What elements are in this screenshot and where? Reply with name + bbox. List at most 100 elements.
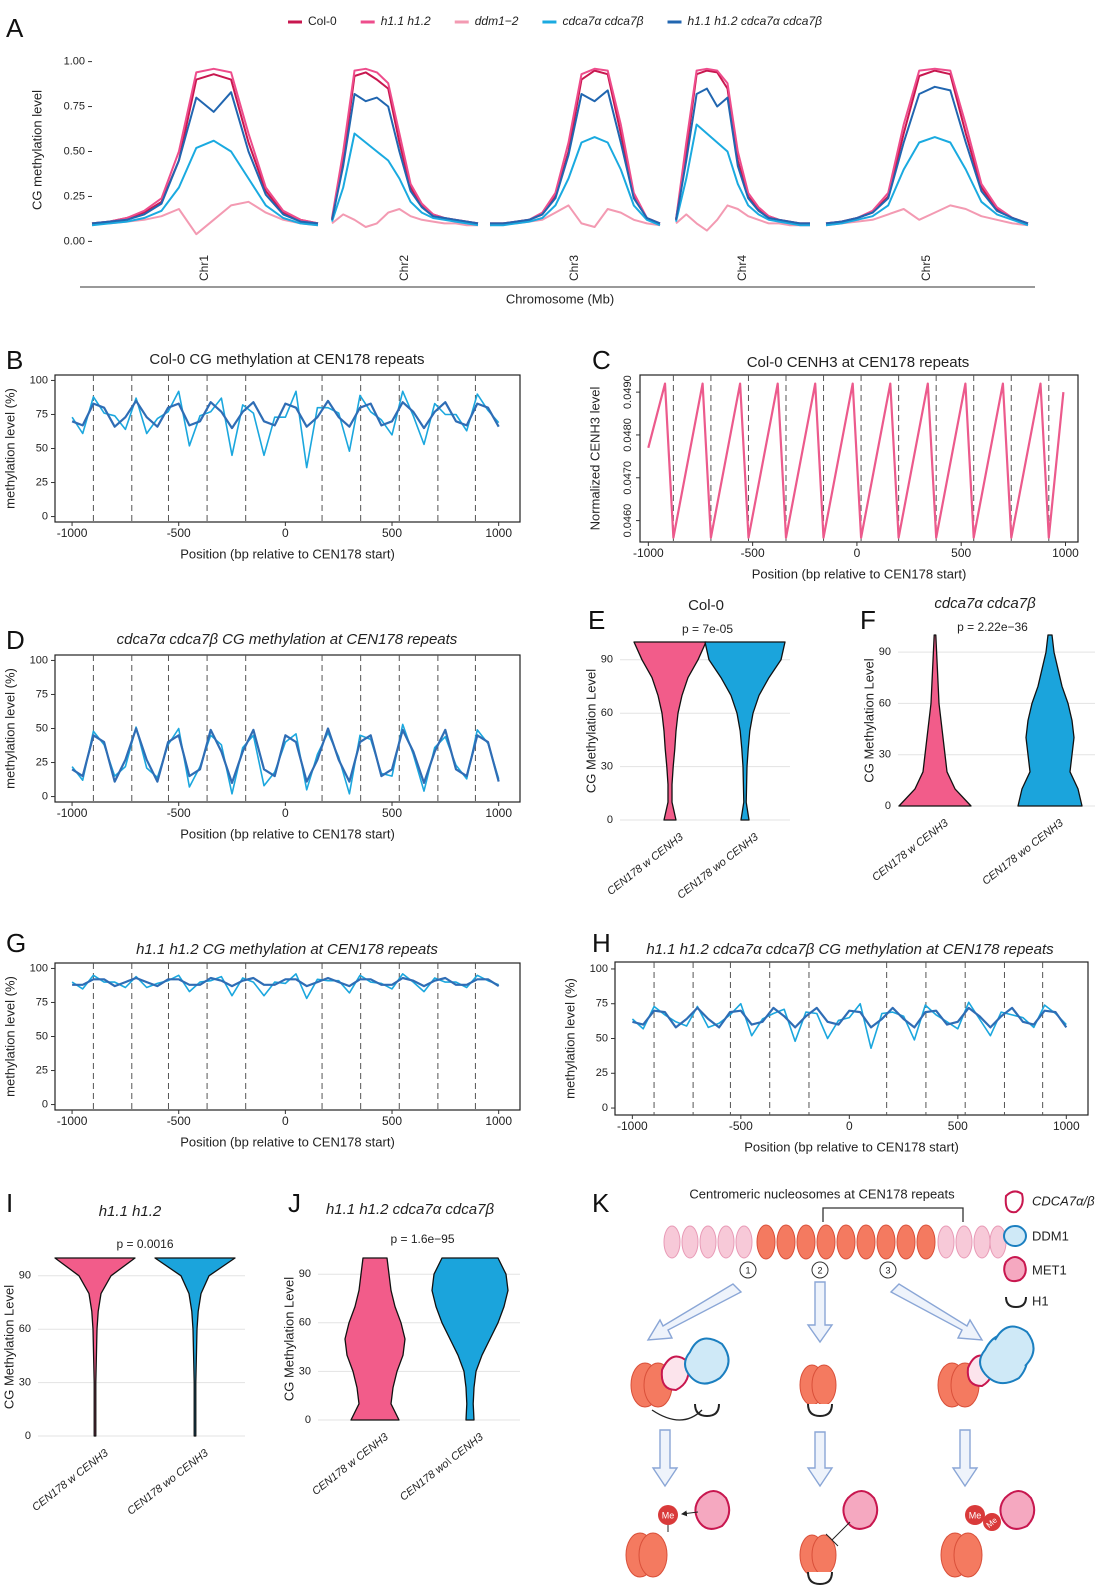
diagram-k: K Centromeric nucleosomes at CEN178 repe… <box>592 1186 1095 1586</box>
p-value: p = 1.6e−95 <box>390 1232 454 1246</box>
line-series <box>331 208 478 228</box>
line-series <box>71 399 500 430</box>
y-axis-label: CG methylation level <box>29 90 44 210</box>
chart-title: h1.1 h1.2 cdca7α cdca7β <box>326 1201 494 1218</box>
chart-title: cdca7α cdca7β <box>934 595 1036 612</box>
y-tick-label: 0 <box>885 800 891 812</box>
x-axis-label: Position (bp relative to CEN178 start) <box>180 826 395 841</box>
y-axis-label: Normalized CENH3 level <box>587 387 602 531</box>
legend-label: ddm1−2 <box>475 14 519 28</box>
panel-letter: D <box>6 625 25 655</box>
panel-letter: H <box>592 928 611 958</box>
y-tick-label: 30 <box>19 1377 31 1389</box>
x-tick-label: -1000 <box>633 546 664 560</box>
line-series <box>675 87 810 225</box>
line-series <box>331 132 479 227</box>
y-tick-label: 90 <box>601 654 613 666</box>
arrows <box>646 1281 984 1488</box>
line-series <box>91 139 319 227</box>
legend-label: h1.1 h1.2 cdca7α cdca7β <box>688 14 823 28</box>
chart-title: h1.1 h1.2 CG methylation at CEN178 repea… <box>136 941 438 958</box>
y-tick-label: 1.00 <box>64 56 85 68</box>
y-tick-label: 75 <box>36 408 48 420</box>
legend-label: CDCA7α/β <box>1032 1193 1095 1208</box>
y-tick-label: 100 <box>30 374 48 386</box>
x-tick-label: 500 <box>951 546 971 560</box>
y-tick-label: 25 <box>36 756 48 768</box>
x-tick-label: 0 <box>282 1114 289 1128</box>
y-tick-label: 50 <box>36 722 48 734</box>
legend-label: DDM1 <box>1032 1228 1069 1243</box>
y-tick-label: 90 <box>299 1268 311 1280</box>
x-tick-label: 500 <box>382 1114 402 1128</box>
y-tick-label: 75 <box>36 996 48 1008</box>
y-tick-label: 60 <box>299 1317 311 1329</box>
y-axis-label: methylation level (%) <box>562 978 577 1099</box>
line-series <box>72 976 500 988</box>
p-value: p = 0.0016 <box>116 1237 173 1251</box>
y-tick-label: 50 <box>36 442 48 454</box>
x-tick-label: -1000 <box>617 1119 648 1133</box>
y-tick-label: 75 <box>596 998 608 1010</box>
x-tick-label: 500 <box>948 1119 968 1133</box>
x-axis-label: Chromosome (Mb) <box>506 291 614 306</box>
x-tick-label: Chr5 <box>919 255 933 281</box>
y-tick-label: 30 <box>299 1365 311 1377</box>
x-tick-label: Chr2 <box>397 255 411 281</box>
violin <box>431 1257 509 1421</box>
line-series <box>825 136 1029 227</box>
panel-letter: K <box>592 1188 610 1218</box>
panel-letter: A <box>6 13 24 43</box>
x-tick-label: Chr1 <box>197 255 211 281</box>
violin <box>1017 634 1083 807</box>
y-tick-label: 0 <box>42 790 48 802</box>
line-series <box>71 390 500 469</box>
line-series <box>675 204 810 232</box>
diagram-title: Centromeric nucleosomes at CEN178 repeat… <box>689 1186 955 1201</box>
line-series <box>331 93 479 225</box>
x-axis-label: Position (bp relative to CEN178 start) <box>752 566 967 581</box>
y-axis-label: methylation level (%) <box>2 388 17 509</box>
line-series <box>675 123 810 227</box>
plot-frame <box>639 374 1079 543</box>
y-tick-label: 25 <box>36 476 48 488</box>
legend-label: h1.1 h1.2 <box>381 14 431 28</box>
y-axis-label: CG Methylation Level <box>583 669 598 793</box>
x-tick-label: 0 <box>282 526 289 540</box>
panel-letter: C <box>592 345 611 375</box>
y-tick-label: 0 <box>25 1430 31 1442</box>
x-tick-label: 1000 <box>485 526 512 540</box>
step-number: 1 <box>745 1265 750 1275</box>
y-tick-label: 0.00 <box>64 235 85 247</box>
x-tick-label: 1000 <box>1053 1119 1080 1133</box>
line-series <box>631 1001 1067 1049</box>
x-tick-label: 1000 <box>485 1114 512 1128</box>
chart-title: h1.1 h1.2 cdca7α cdca7β CG methylation a… <box>646 941 1054 958</box>
step-number: 3 <box>885 1265 890 1275</box>
y-tick-label: 0.25 <box>64 190 85 202</box>
panel-letter: F <box>860 605 876 635</box>
line-series <box>91 67 319 225</box>
x-tick-label: 1000 <box>485 806 512 820</box>
panel-letter: J <box>288 1188 301 1218</box>
legend-label: H1 <box>1032 1293 1049 1308</box>
line-series <box>71 973 499 1000</box>
x-tick-label: 1000 <box>1052 546 1079 560</box>
x-tick-label: Chr4 <box>735 255 749 281</box>
violin <box>898 634 972 807</box>
x-tick-label: -500 <box>167 1114 191 1128</box>
y-tick-label: 25 <box>36 1064 48 1076</box>
mechanism-row <box>630 1325 1035 1421</box>
legend-label: MET1 <box>1032 1262 1067 1277</box>
y-tick-label: 0 <box>42 1098 48 1110</box>
p-value: p = 2.22e−36 <box>957 620 1028 634</box>
y-tick-label: 0.0490 <box>622 375 634 409</box>
x-tick-label: -1000 <box>57 1114 88 1128</box>
violin <box>633 641 707 821</box>
x-axis-label: Position (bp relative to CEN178 start) <box>744 1139 959 1154</box>
bracket <box>822 1207 964 1222</box>
y-tick-label: 60 <box>19 1323 31 1335</box>
y-tick-label: 30 <box>879 749 891 761</box>
x-tick-label: 0 <box>846 1119 853 1133</box>
